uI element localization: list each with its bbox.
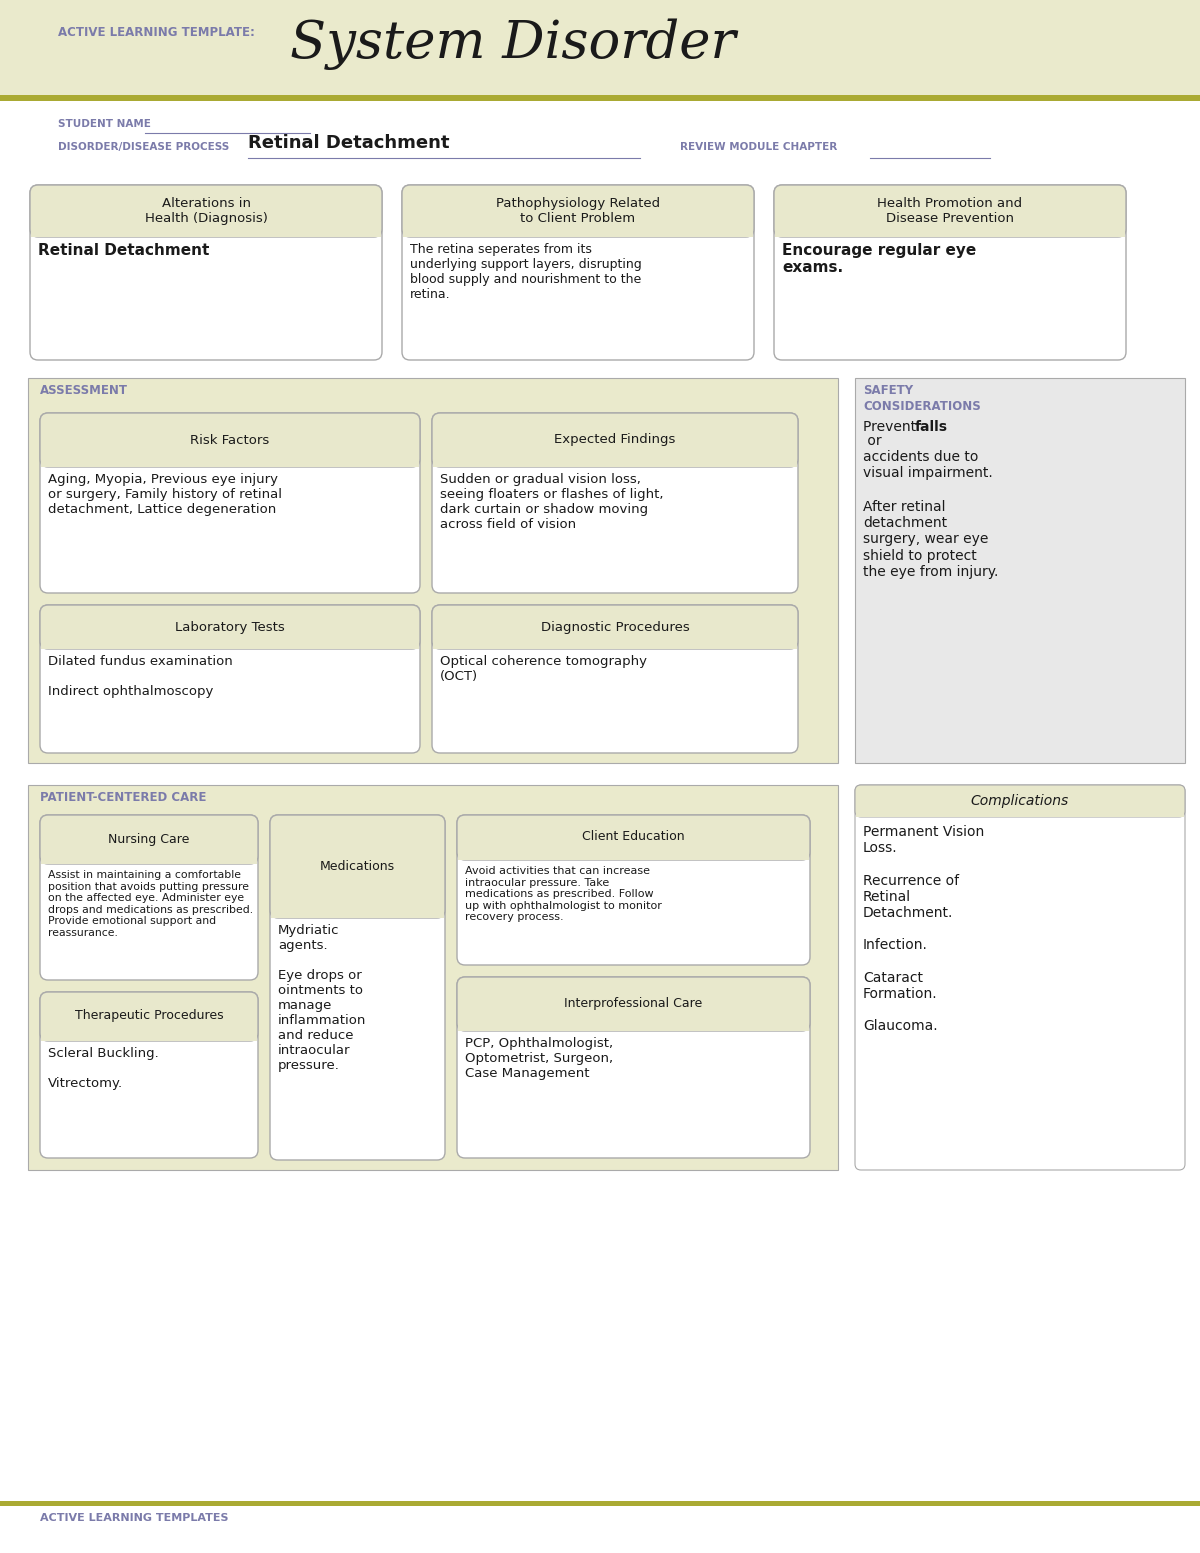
Text: Medications: Medications [319, 859, 395, 873]
Text: DISORDER/DISEASE PROCESS: DISORDER/DISEASE PROCESS [58, 141, 229, 152]
FancyBboxPatch shape [40, 815, 258, 980]
Bar [41, 839, 257, 863]
Text: Retinal Detachment: Retinal Detachment [248, 134, 450, 152]
FancyBboxPatch shape [270, 815, 445, 918]
FancyBboxPatch shape [457, 815, 810, 964]
Bar [28, 784, 838, 1169]
FancyBboxPatch shape [457, 977, 810, 1159]
Text: STUDENT NAME: STUDENT NAME [58, 120, 151, 129]
FancyBboxPatch shape [40, 992, 258, 1159]
Bar [0, 1502, 1200, 1506]
FancyBboxPatch shape [270, 815, 445, 1160]
Text: Sudden or gradual vision loss,
seeing floaters or flashes of light,
dark curtain: Sudden or gradual vision loss, seeing fl… [440, 474, 664, 531]
Bar [28, 377, 838, 763]
Text: Avoid activities that can increase
intraocular pressure. Take
medications as pre: Avoid activities that can increase intra… [466, 867, 662, 922]
Bar [271, 867, 444, 918]
Bar [403, 211, 754, 238]
Text: PATIENT-CENTERED CARE: PATIENT-CENTERED CARE [40, 790, 206, 804]
Text: Laboratory Tests: Laboratory Tests [175, 621, 284, 634]
Text: Therapeutic Procedures: Therapeutic Procedures [74, 1009, 223, 1022]
FancyBboxPatch shape [402, 185, 754, 360]
Text: Scleral Buckling.

Vitrectomy.: Scleral Buckling. Vitrectomy. [48, 1047, 158, 1090]
FancyBboxPatch shape [30, 185, 382, 238]
Text: Prevent: Prevent [863, 419, 920, 433]
Text: SAFETY: SAFETY [863, 384, 913, 398]
FancyBboxPatch shape [432, 413, 798, 593]
Text: Diagnostic Procedures: Diagnostic Procedures [541, 621, 689, 634]
Text: CONSIDERATIONS: CONSIDERATIONS [863, 401, 980, 413]
Text: ACTIVE LEARNING TEMPLATES: ACTIVE LEARNING TEMPLATES [40, 1513, 228, 1523]
FancyBboxPatch shape [854, 784, 1186, 817]
FancyBboxPatch shape [40, 815, 258, 863]
Text: Dilated fundus examination

Indirect ophthalmoscopy: Dilated fundus examination Indirect opht… [48, 655, 233, 697]
Bar [0, 0, 1200, 95]
Text: Nursing Care: Nursing Care [108, 832, 190, 845]
Text: Alterations in
Health (Diagnosis): Alterations in Health (Diagnosis) [144, 197, 268, 225]
Bar [433, 439, 797, 467]
Text: REVIEW MODULE CHAPTER: REVIEW MODULE CHAPTER [680, 141, 838, 152]
Text: Assist in maintaining a comfortable
position that avoids putting pressure
on the: Assist in maintaining a comfortable posi… [48, 870, 253, 938]
Text: Pathophysiology Related
to Client Problem: Pathophysiology Related to Client Proble… [496, 197, 660, 225]
Text: or
accidents due to
visual impairment.: or accidents due to visual impairment. [863, 433, 992, 480]
FancyBboxPatch shape [402, 185, 754, 238]
FancyBboxPatch shape [854, 784, 1186, 1169]
Bar [433, 627, 797, 649]
Text: Retinal Detachment: Retinal Detachment [38, 242, 209, 258]
Text: ASSESSMENT: ASSESSMENT [40, 384, 128, 398]
Bar [0, 95, 1200, 101]
FancyBboxPatch shape [30, 185, 382, 360]
Bar [41, 439, 419, 467]
Text: The retina seperates from its
underlying support layers, disrupting
blood supply: The retina seperates from its underlying… [410, 242, 642, 301]
Text: Aging, Myopia, Previous eye injury
or surgery, Family history of retinal
detachm: Aging, Myopia, Previous eye injury or su… [48, 474, 282, 516]
Bar [458, 1003, 809, 1031]
FancyBboxPatch shape [457, 977, 810, 1031]
Bar [31, 211, 382, 238]
FancyBboxPatch shape [40, 606, 420, 753]
FancyBboxPatch shape [40, 413, 420, 467]
FancyBboxPatch shape [40, 413, 420, 593]
Bar [41, 1016, 257, 1041]
FancyBboxPatch shape [40, 992, 258, 1041]
Bar [854, 377, 1186, 763]
FancyBboxPatch shape [40, 606, 420, 649]
Text: Mydriatic
agents.

Eye drops or
ointments to
manage
inflammation
and reduce
intr: Mydriatic agents. Eye drops or ointments… [278, 924, 366, 1072]
Text: Health Promotion and
Disease Prevention: Health Promotion and Disease Prevention [877, 197, 1022, 225]
FancyBboxPatch shape [457, 815, 810, 860]
Bar [775, 211, 1126, 238]
Text: Permanent Vision
Loss.

Recurrence of
Retinal
Detachment.

Infection.

Cataract
: Permanent Vision Loss. Recurrence of Ret… [863, 825, 984, 1033]
Text: Optical coherence tomography
(OCT): Optical coherence tomography (OCT) [440, 655, 647, 683]
Bar [856, 801, 1184, 817]
Bar [458, 837, 809, 860]
Text: Client Education: Client Education [582, 831, 684, 843]
FancyBboxPatch shape [432, 413, 798, 467]
Text: Interprofessional Care: Interprofessional Care [564, 997, 702, 1011]
Text: Expected Findings: Expected Findings [554, 433, 676, 447]
Bar [41, 627, 419, 649]
Text: Complications: Complications [971, 794, 1069, 808]
FancyBboxPatch shape [432, 606, 798, 649]
Text: After retinal
detachment
surgery, wear eye
shield to protect
the eye from injury: After retinal detachment surgery, wear e… [863, 500, 998, 579]
Text: falls: falls [916, 419, 948, 433]
Text: Risk Factors: Risk Factors [191, 433, 270, 447]
Text: System Disorder: System Disorder [290, 19, 736, 70]
Text: ACTIVE LEARNING TEMPLATE:: ACTIVE LEARNING TEMPLATE: [58, 25, 254, 39]
FancyBboxPatch shape [774, 185, 1126, 238]
Text: PCP, Ophthalmologist,
Optometrist, Surgeon,
Case Management: PCP, Ophthalmologist, Optometrist, Surge… [466, 1037, 613, 1079]
FancyBboxPatch shape [774, 185, 1126, 360]
Text: Encourage regular eye
exams.: Encourage regular eye exams. [782, 242, 977, 275]
FancyBboxPatch shape [432, 606, 798, 753]
